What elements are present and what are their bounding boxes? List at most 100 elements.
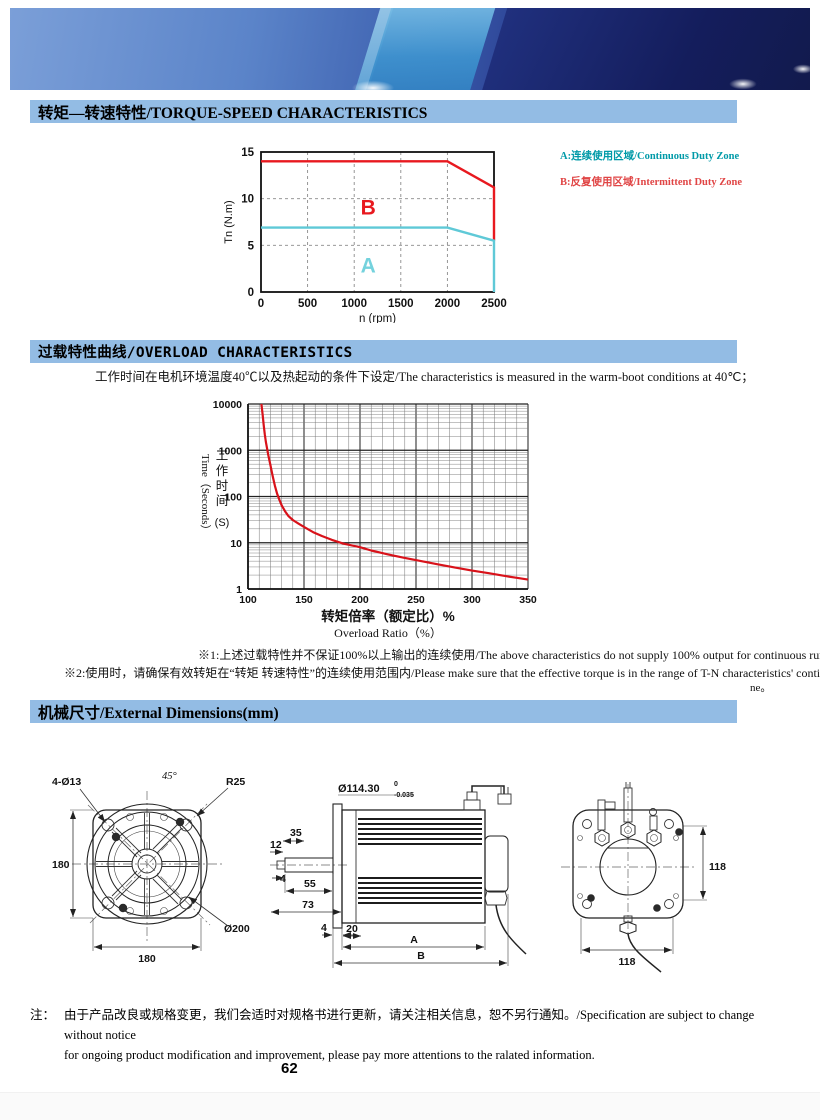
x-axis-label: n (rpm) [359,313,396,323]
fan-ring [94,811,200,917]
grid [247,403,529,590]
dim-label-73: 73 [302,899,314,911]
x-axis-label-cn: 转矩倍率（额定比）% [321,608,455,624]
fan-ring [113,830,181,898]
footer-strip [0,1092,820,1120]
overload-note-2: ※2:使用时，请确保有效转矩在“转矩 转速特性”的连续使用范围内/Please … [64,666,820,680]
svg-text:15: 15 [241,147,254,159]
cooling-fins-top [358,817,482,846]
overload-note-1: ※1:上述过载特性并不保证100%以上输出的连续使用/The above cha… [198,648,820,662]
dim-label-pitch-width: 118 [619,956,636,968]
y-axis-label-cn: 时 [216,479,229,493]
fan-spokes [96,813,198,915]
svg-text:10000: 10000 [213,399,242,411]
svg-text:1000: 1000 [341,298,367,310]
svg-text:10: 10 [230,538,242,550]
banner-glint [792,64,810,74]
svg-text:1500: 1500 [388,298,414,310]
zone-label-a: A [361,254,376,277]
section-band-torque-speed: 转矩—转速特性/TORQUE-SPEED CHARACTERISTICS [30,100,737,123]
y-axis-label-cn: 间 [216,494,229,508]
svg-text:350: 350 [519,594,537,606]
cooling-fins-bottom [358,876,482,905]
dim-label-12: 12 [270,839,282,851]
y-axis-label-cn: 作 [216,464,229,478]
torque-chart-legend: A:连续使用区域/Continuous Duty Zone B:反复使用区域/I… [560,148,742,189]
bolt-holes [101,813,193,915]
svg-text:5: 5 [248,240,255,252]
hub-circle [137,854,157,874]
terminal-fittings [594,782,662,847]
stray-mark: - [322,673,326,684]
center-bore [599,838,657,896]
grid [261,152,494,292]
svg-text:1: 1 [236,584,242,596]
svg-text:500: 500 [298,298,317,310]
flange-outline [92,809,202,919]
dim-label-35: 35 [290,827,302,839]
dim-label-chamfer-angle: 45° [162,771,178,782]
torque-speed-chart: 0 5 10 15 0 500 1000 1500 2000 2500 B A Tn (N.m) n (r… [223,147,507,323]
y-axis-label-cn: 工 [216,449,229,463]
section-band-overload: 过载特性曲线/OVERLOAD CHARACTERISTICS [30,340,737,363]
page-number: 62 [281,1060,298,1077]
dim-label-tolerance-upper: 0 [394,781,398,788]
section-title-dimensions: 机械尺寸/External Dimensions(mm) [38,704,279,722]
leader-line [196,787,229,817]
svg-text:10: 10 [241,194,254,206]
end-plate-outline [572,809,684,919]
svg-text:300: 300 [463,594,481,606]
svg-text:100: 100 [239,594,257,606]
junction-box [484,835,509,893]
legend-item-intermittent: B:反复使用区域/Intermittent Duty Zone [560,177,742,188]
motor-body [341,809,486,924]
rear-view-drawing: 118 118 [561,782,726,973]
dim-label-outer-diameter: Ø200 [224,923,250,935]
zone-label-b: B [361,197,376,220]
section-title-overload: 过载特性曲线/OVERLOAD CHARACTERISTICS [38,345,353,361]
hub-circle [131,848,163,880]
dim-label-flange-height: 180 [52,859,70,871]
note-label: 注： [30,1008,56,1022]
front-flange [332,803,343,929]
y-axis-unit: (S) [215,517,230,529]
dim-label-flange-width: 180 [138,953,156,965]
banner-glint [350,80,396,90]
overload-note-2-tail: ne。 [750,682,772,694]
svg-text:250: 250 [407,594,425,606]
overload-subtitle: 工作时间在电机环境温度40℃以及热起动的条件下设定/The characteri… [95,370,754,384]
section-title-torque-speed: 转矩—转速特性/TORQUE-SPEED CHARACTERISTICS [38,104,428,122]
fan-ring [107,824,187,904]
cable [627,933,662,973]
dim-label-bolt-holes: 4-Ø13 [52,776,81,788]
legend-item-continuous: A:连续使用区域/Continuous Duty Zone [560,151,740,162]
shaft-step [276,860,286,870]
top-gland-nut [466,791,478,801]
dim-label-corner-radius: R25 [226,776,245,788]
dim-label-a: A [410,934,418,946]
leader-line [79,788,106,823]
specification-note: 注： 由于产品改良或规格变更，我们会适时对规格书进行更新，请关注相关信息，恕不另… [30,1005,786,1065]
dim-label-b: B [417,950,425,962]
plug [497,793,512,805]
outer-circle [86,803,208,925]
dim-label-55: 55 [304,878,316,890]
tick-labels: 1 10 100 1000 10000 100 150 200 250 300 350 [213,399,537,606]
top-gland [463,799,481,811]
note-line-1: 由于产品改良或规格变更，我们会适时对规格书进行更新，请关注相关信息，恕不另行通知… [64,1008,755,1042]
overload-chart: 1 10 100 1000 10000 100 150 200 250 300 350 Time（Se… [199,399,537,640]
note-line-2: for ongoing product modification and imp… [64,1048,595,1062]
centerline-diagonal [89,802,209,924]
plot-border [260,151,495,293]
svg-text:1000: 1000 [219,445,243,457]
dim-label-pitch-height: 118 [709,861,726,873]
svg-text:0: 0 [248,287,254,299]
header-banner [10,8,810,90]
cable [495,904,527,955]
dim-label-4-flange: 4 [321,922,327,934]
series-a [261,226,496,292]
svg-text:2500: 2500 [481,298,507,310]
series-b [261,160,496,241]
dim-label-spigot-diameter: Ø114.30 [338,783,380,795]
